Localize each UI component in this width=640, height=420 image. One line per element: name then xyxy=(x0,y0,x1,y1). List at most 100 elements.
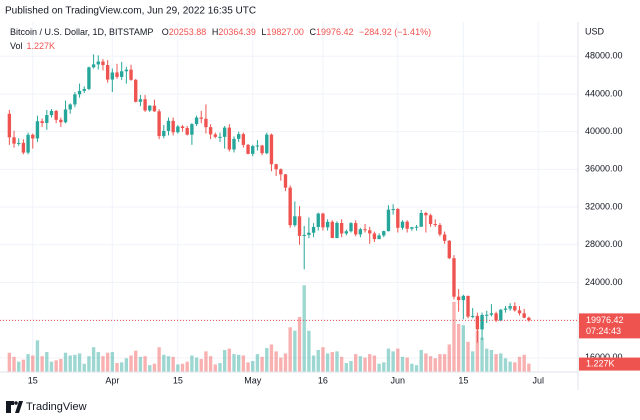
countdown: 07:24:43 xyxy=(586,326,621,336)
volume-bar xyxy=(372,355,377,372)
volume-bar xyxy=(134,350,138,372)
candle-body xyxy=(419,213,423,227)
volume-bar xyxy=(485,348,489,372)
ohlc-legend: Bitcoin / U.S. Dollar, 1D, BITSTAMP O202… xyxy=(10,27,431,37)
volume-bar xyxy=(17,361,21,372)
candle-body xyxy=(527,317,531,321)
volume-title: Vol xyxy=(10,41,23,51)
volume-bar xyxy=(68,355,72,372)
volume-bar xyxy=(499,353,503,372)
candle-body xyxy=(143,99,147,111)
logo-icon xyxy=(6,401,23,413)
volume-bar xyxy=(265,347,269,372)
candle-body xyxy=(433,224,437,226)
candle-body xyxy=(363,229,367,231)
volume-bar xyxy=(325,353,330,372)
volume-tag: 1.227K xyxy=(586,358,615,368)
volume-bar xyxy=(428,356,433,372)
volume-bar xyxy=(260,356,264,372)
candle-body xyxy=(115,72,119,77)
volume-bar xyxy=(354,354,358,372)
candle-body xyxy=(442,234,447,241)
volume-bar xyxy=(105,352,110,372)
volume-bar xyxy=(471,351,475,372)
volume-bar xyxy=(480,337,484,372)
candle-body xyxy=(386,209,391,232)
candle-layer xyxy=(7,54,531,343)
volume-bar xyxy=(517,356,522,372)
candle-body xyxy=(73,94,77,105)
candle-body xyxy=(35,121,40,139)
y-tick-label: 36000.00 xyxy=(585,164,623,174)
volume-bar xyxy=(297,316,302,372)
candle-body xyxy=(382,231,386,236)
volume-bar xyxy=(494,354,498,372)
candle-body xyxy=(194,117,199,125)
candle-body xyxy=(499,309,503,321)
x-tick-label: Apr xyxy=(105,375,119,385)
candle-body xyxy=(21,142,26,153)
candle-body xyxy=(59,119,63,123)
volume-bar xyxy=(185,361,189,372)
candle-body xyxy=(339,222,344,234)
legend-key: H xyxy=(212,27,219,37)
candle-body xyxy=(396,209,400,228)
candle-body xyxy=(438,224,442,235)
candle-body xyxy=(199,117,203,119)
candle-body xyxy=(246,144,250,154)
volume-bar xyxy=(96,352,100,372)
x-tick-label: 15 xyxy=(28,375,38,385)
volume-bar xyxy=(513,362,517,372)
candle-body xyxy=(204,118,208,128)
x-tick-label: Jun xyxy=(391,375,406,385)
volume-bar xyxy=(283,353,288,372)
volume-bar xyxy=(204,351,208,372)
volume-bar xyxy=(424,353,428,372)
candle-body xyxy=(494,313,498,321)
y-tick-label: 48000.00 xyxy=(585,51,623,61)
candle-body xyxy=(40,121,44,124)
y-tick-label: 32000.00 xyxy=(585,201,623,211)
candle-body xyxy=(208,127,213,135)
volume-bar xyxy=(124,358,129,372)
candle-body xyxy=(349,223,353,232)
volume-bar xyxy=(152,363,157,372)
candle-body xyxy=(400,221,405,228)
volume-bar xyxy=(129,355,133,372)
candle-body xyxy=(354,223,358,235)
price-tag-box xyxy=(579,313,640,339)
candle-body xyxy=(372,233,377,240)
candle-body xyxy=(288,187,292,226)
candle-body xyxy=(456,296,461,301)
volume-bar xyxy=(176,364,180,372)
candle-body xyxy=(410,227,414,229)
volume-bar xyxy=(447,344,451,372)
volume-bar xyxy=(274,351,278,372)
candle-body xyxy=(517,310,522,314)
volume-bar xyxy=(307,330,311,372)
candle-body xyxy=(68,104,72,110)
candle-body xyxy=(110,72,115,80)
candle-body xyxy=(513,306,517,311)
tradingview-logo: TradingView xyxy=(6,401,87,413)
candle-body xyxy=(31,134,35,139)
volume-bar xyxy=(87,356,91,372)
volume-bar xyxy=(452,301,456,372)
candle-body xyxy=(82,88,86,91)
volume-bar xyxy=(527,363,531,372)
candle-body xyxy=(232,138,236,150)
volume-bar xyxy=(237,354,241,372)
candle-body xyxy=(17,142,21,144)
volume-bar xyxy=(442,354,447,372)
volume-bar xyxy=(461,325,466,372)
volume-bar xyxy=(157,347,161,372)
volume-bar xyxy=(31,355,35,372)
volume-bar xyxy=(171,356,175,372)
volume-bar xyxy=(101,356,105,372)
volume-bar xyxy=(119,362,124,372)
candle-body xyxy=(311,226,316,233)
candle-body xyxy=(255,145,260,147)
volume-bar xyxy=(12,356,16,372)
candle-body xyxy=(405,221,409,229)
